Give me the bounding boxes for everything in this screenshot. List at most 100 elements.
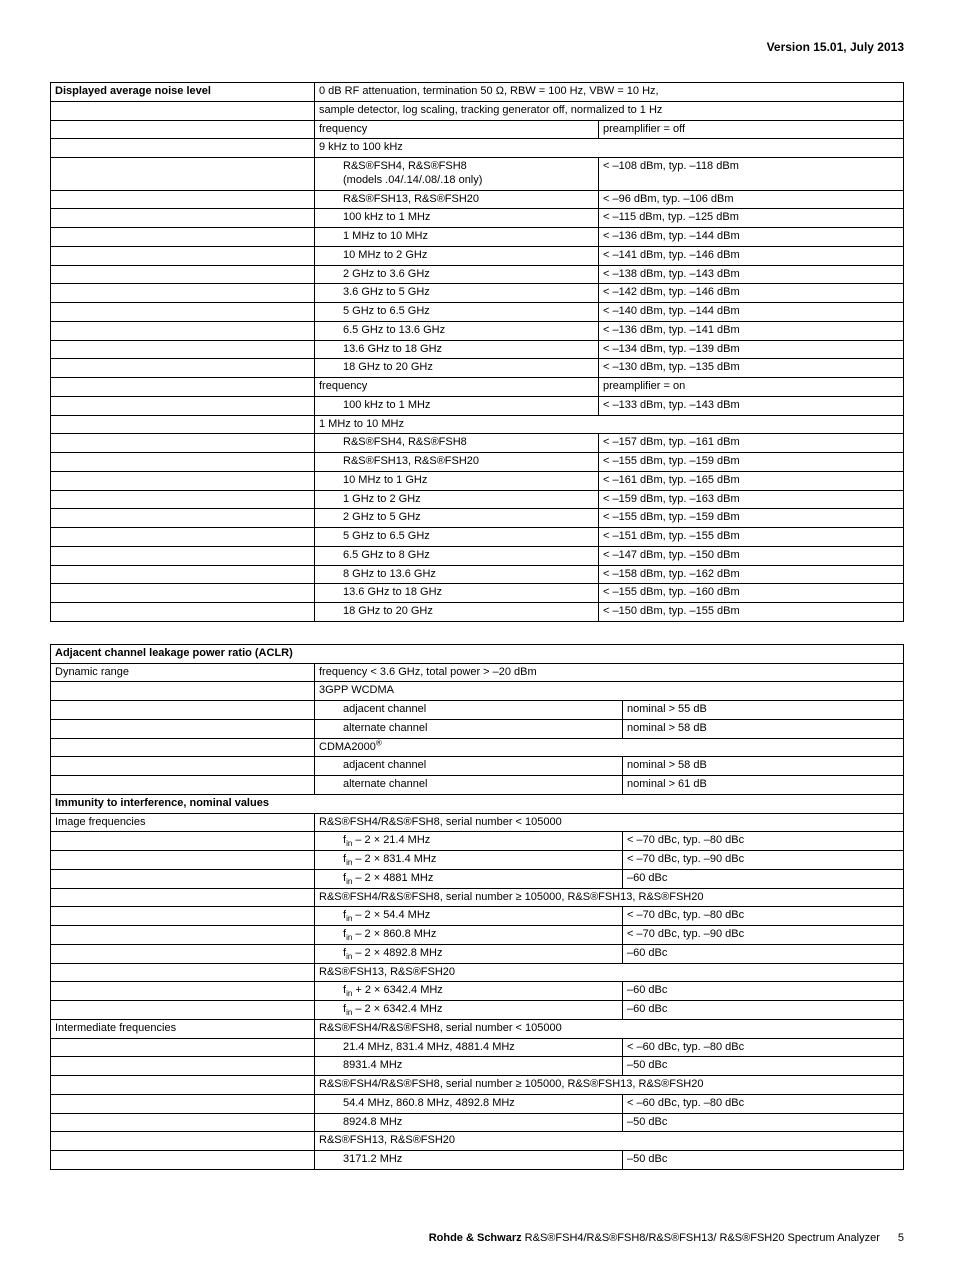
t2-img1a-v: < –70 dBc, typ. –80 dBc xyxy=(623,832,904,851)
page-footer: Rohde & Schwarz R&S®FSH4/R&S®FSH8/R&S®FS… xyxy=(50,1232,904,1244)
t1-r9: 6.5 GHz to 13.6 GHz xyxy=(315,321,599,340)
t2-img3a: fin + 2 × 6342.4 MHz xyxy=(315,982,623,1001)
t2-if: Intermediate frequencies xyxy=(51,1019,315,1038)
t2-img1c: fin – 2 × 4881 MHz xyxy=(315,869,623,888)
t2-if2b-v: –50 dBc xyxy=(623,1113,904,1132)
t1-r15v: < –161 dBm, typ. –165 dBm xyxy=(599,471,904,490)
t2-img2c-v: –60 dBc xyxy=(623,944,904,963)
t1-r19: 6.5 GHz to 8 GHz xyxy=(315,546,599,565)
t1-r3v: < –115 dBm, typ. –125 dBm xyxy=(599,209,904,228)
t1-r13v: < –157 dBm, typ. –161 dBm xyxy=(599,434,904,453)
t2-if2a: 54.4 MHz, 860.8 MHz, 4892.8 MHz xyxy=(315,1094,623,1113)
t2-immunity: Immunity to interference, nominal values xyxy=(51,794,904,813)
t1-r19v: < –147 dBm, typ. –150 dBm xyxy=(599,546,904,565)
t1-r21v: < –155 dBm, typ. –160 dBm xyxy=(599,584,904,603)
t1-title: Displayed average noise level xyxy=(51,83,315,102)
t2-if2b: 8924.8 MHz xyxy=(315,1113,623,1132)
t2-sn-ge: R&S®FSH4/R&S®FSH8, serial number ≥ 10500… xyxy=(315,888,904,907)
t1-r20: 8 GHz to 13.6 GHz xyxy=(315,565,599,584)
t1-r8: 5 GHz to 6.5 GHz xyxy=(315,303,599,322)
t1-r10: 13.6 GHz to 18 GHz xyxy=(315,340,599,359)
t2-w-alt: alternate channel xyxy=(315,719,623,738)
t2-if-sn-ge: R&S®FSH4/R&S®FSH8, serial number ≥ 10500… xyxy=(315,1076,904,1095)
t1-r18: 5 GHz to 6.5 GHz xyxy=(315,528,599,547)
t2-c-alt-v: nominal > 61 dB xyxy=(623,776,904,795)
t1-r9v: < –136 dBm, typ. –141 dBm xyxy=(599,321,904,340)
t2-wcdma: 3GPP WCDMA xyxy=(315,682,904,701)
t2-imgfreq: Image frequencies xyxy=(51,813,315,832)
t1-h-freq: frequency xyxy=(315,120,599,139)
t2-img2a: fin – 2 × 54.4 MHz xyxy=(315,907,623,926)
t1-r7: 3.6 GHz to 5 GHz xyxy=(315,284,599,303)
t1-r11v: < –130 dBm, typ. –135 dBm xyxy=(599,359,904,378)
t2-if1b: 8931.4 MHz xyxy=(315,1057,623,1076)
page-header-version: Version 15.01, July 2013 xyxy=(50,40,904,54)
t2-img2a-v: < –70 dBc, typ. –80 dBc xyxy=(623,907,904,926)
t1-h-freq2: frequency xyxy=(315,378,599,397)
t2-cdma: CDMA2000® xyxy=(315,738,904,757)
t2-sn-lt: R&S®FSH4/R&S®FSH8, serial number < 10500… xyxy=(315,813,904,832)
t2-dyn-cond: frequency < 3.6 GHz, total power > –20 d… xyxy=(315,663,904,682)
t2-if1a-v: < –60 dBc, typ. –80 dBc xyxy=(623,1038,904,1057)
footer-company: Rohde & Schwarz xyxy=(429,1232,522,1244)
t2-if3a-v: –50 dBc xyxy=(623,1151,904,1170)
t2-if-1320: R&S®FSH13, R&S®FSH20 xyxy=(315,1132,904,1151)
t2-if1b-v: –50 dBc xyxy=(623,1057,904,1076)
t2-img3a-v: –60 dBc xyxy=(623,982,904,1001)
t1-r16v: < –159 dBm, typ. –163 dBm xyxy=(599,490,904,509)
t1-r1v: < –108 dBm, typ. –118 dBm xyxy=(599,158,904,191)
t1-r4v: < –136 dBm, typ. –144 dBm xyxy=(599,228,904,247)
t2-if1a: 21.4 MHz, 831.4 MHz, 4881.4 MHz xyxy=(315,1038,623,1057)
t2-if-sn-lt: R&S®FSH4/R&S®FSH8, serial number < 10500… xyxy=(315,1019,904,1038)
t2-img2b-v: < –70 dBc, typ. –90 dBc xyxy=(623,926,904,945)
t1-r3: 100 kHz to 1 MHz xyxy=(315,209,599,228)
t2-c-adj: adjacent channel xyxy=(315,757,623,776)
t1-h-preoff: preamplifier = off xyxy=(599,120,904,139)
t1-h-preon: preamplifier = on xyxy=(599,378,904,397)
t2-img1a: fin – 2 × 21.4 MHz xyxy=(315,832,623,851)
t1-r12v: < –133 dBm, typ. –143 dBm xyxy=(599,396,904,415)
footer-product: R&S®FSH4/R&S®FSH8/R&S®FSH13/ R&S®FSH20 S… xyxy=(522,1232,880,1244)
noise-level-table: Displayed average noise level 0 dB RF at… xyxy=(50,82,904,622)
t1-r8v: < –140 dBm, typ. –144 dBm xyxy=(599,303,904,322)
t1-cond2: sample detector, log scaling, tracking g… xyxy=(315,101,904,120)
footer-page: 5 xyxy=(898,1232,904,1244)
t1-r22v: < –150 dBm, typ. –155 dBm xyxy=(599,603,904,622)
t1-r6: 2 GHz to 3.6 GHz xyxy=(315,265,599,284)
t2-img1c-v: –60 dBc xyxy=(623,869,904,888)
t1-r11: 18 GHz to 20 GHz xyxy=(315,359,599,378)
t1-r1: R&S®FSH4, R&S®FSH8(models .04/.14/.08/.1… xyxy=(315,158,599,191)
t1-r7v: < –142 dBm, typ. –146 dBm xyxy=(599,284,904,303)
t1-r13: R&S®FSH4, R&S®FSH8 xyxy=(315,434,599,453)
aclr-table: Adjacent channel leakage power ratio (AC… xyxy=(50,644,904,1170)
t2-img3b-v: –60 dBc xyxy=(623,1001,904,1020)
t1-r15: 10 MHz to 1 GHz xyxy=(315,471,599,490)
t1-r14v: < –155 dBm, typ. –159 dBm xyxy=(599,453,904,472)
t1-g1: 9 kHz to 100 kHz xyxy=(315,139,904,158)
t1-r5v: < –141 dBm, typ. –146 dBm xyxy=(599,246,904,265)
t2-w-adj-v: nominal > 55 dB xyxy=(623,701,904,720)
t1-blank xyxy=(51,101,315,120)
t1-g2: 1 MHz to 10 MHz xyxy=(315,415,904,434)
t1-r4: 1 MHz to 10 MHz xyxy=(315,228,599,247)
t2-w-alt-v: nominal > 58 dB xyxy=(623,719,904,738)
t1-r22: 18 GHz to 20 GHz xyxy=(315,603,599,622)
t2-title: Adjacent channel leakage power ratio (AC… xyxy=(51,644,904,663)
t2-c-adj-v: nominal > 58 dB xyxy=(623,757,904,776)
t1-r18v: < –151 dBm, typ. –155 dBm xyxy=(599,528,904,547)
t2-img3b: fin – 2 × 6342.4 MHz xyxy=(315,1001,623,1020)
t1-r2: R&S®FSH13, R&S®FSH20 xyxy=(315,190,599,209)
t2-w-adj: adjacent channel xyxy=(315,701,623,720)
t2-dyn: Dynamic range xyxy=(51,663,315,682)
t1-r12: 100 kHz to 1 MHz xyxy=(315,396,599,415)
t1-cond1: 0 dB RF attenuation, termination 50 Ω, R… xyxy=(315,83,904,102)
t2-if2a-v: < –60 dBc, typ. –80 dBc xyxy=(623,1094,904,1113)
t2-if3a: 3171.2 MHz xyxy=(315,1151,623,1170)
t1-r16: 1 GHz to 2 GHz xyxy=(315,490,599,509)
t1-r5: 10 MHz to 2 GHz xyxy=(315,246,599,265)
t2-img2c: fin – 2 × 4892.8 MHz xyxy=(315,944,623,963)
t1-r17: 2 GHz to 5 GHz xyxy=(315,509,599,528)
t2-c-alt: alternate channel xyxy=(315,776,623,795)
t1-r10v: < –134 dBm, typ. –139 dBm xyxy=(599,340,904,359)
t1-r21: 13.6 GHz to 18 GHz xyxy=(315,584,599,603)
